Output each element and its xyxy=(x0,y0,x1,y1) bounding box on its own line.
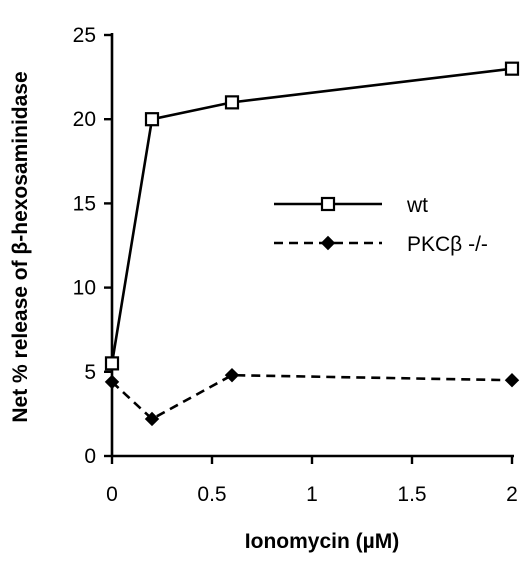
series-line xyxy=(111,373,513,421)
data-point xyxy=(224,95,240,110)
y-axis-title: Net % release of β-hexosaminidase xyxy=(9,71,32,422)
data-point xyxy=(504,61,520,76)
data-point xyxy=(144,411,160,427)
y-tick-label: 10 xyxy=(73,277,96,300)
y-tick-label: 25 xyxy=(73,24,96,47)
x-axis-title: Ionomycin (µM) xyxy=(245,530,399,553)
data-point xyxy=(144,112,160,127)
legend-label: PKCβ -/- xyxy=(407,233,488,256)
legend-marker xyxy=(320,235,336,251)
x-tick-label: 1 xyxy=(306,483,318,506)
x-tick-label: 0 xyxy=(106,483,118,506)
legend: wt PKCβ -/- xyxy=(274,194,488,256)
series-layer xyxy=(104,61,520,427)
data-point xyxy=(104,374,120,390)
legend-label: wt xyxy=(406,194,428,217)
y-tick-label: 15 xyxy=(73,192,96,215)
y-tick-label: 5 xyxy=(84,361,96,384)
x-tick-label: 0.5 xyxy=(197,483,226,506)
x-tick-label: 2 xyxy=(506,483,518,506)
data-point xyxy=(224,367,240,383)
legend-entry: wt xyxy=(274,194,428,217)
series-wt xyxy=(104,61,520,371)
series-pkcb-knockout xyxy=(104,367,520,427)
y-axis-ticks: 0 5 10 15 20 25 xyxy=(73,24,112,468)
x-axis-ticks: 0 0.5 1 1.5 2 xyxy=(106,456,518,506)
data-point xyxy=(104,356,120,371)
data-point xyxy=(504,373,520,388)
series-line xyxy=(110,67,513,364)
y-tick-label: 0 xyxy=(84,445,96,468)
x-tick-label: 1.5 xyxy=(397,483,426,506)
legend-entry: PKCβ -/- xyxy=(274,233,488,256)
y-tick-label: 20 xyxy=(73,108,96,131)
legend-marker xyxy=(320,196,336,212)
